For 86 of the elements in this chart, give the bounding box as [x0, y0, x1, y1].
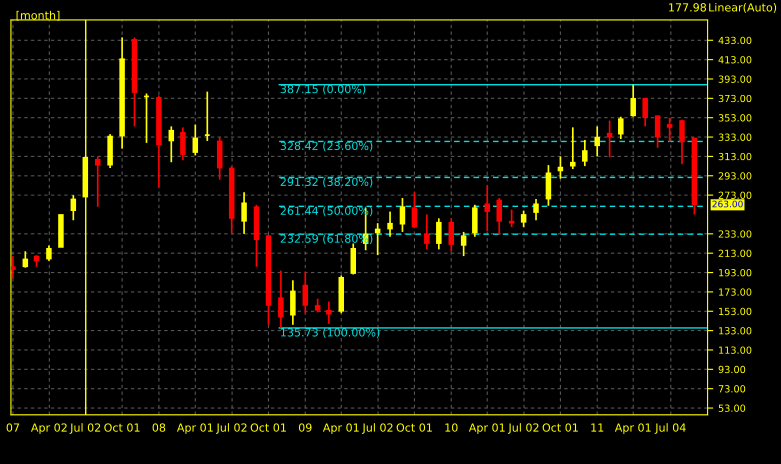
- y-tick-label: 53.00: [718, 404, 746, 412]
- candlestick: [436, 218, 442, 250]
- candlestick: [400, 197, 406, 233]
- y-tick-label: 433.00: [718, 36, 752, 44]
- x-tick-label: Jul 02: [362, 423, 392, 434]
- candlestick: [618, 116, 624, 140]
- text: 177.98: [669, 3, 706, 12]
- candlestick: [630, 84, 636, 118]
- x-tick-label: Oct 01: [542, 423, 578, 432]
- x-tick-label: Apr 01: [176, 423, 213, 434]
- candlestick: [94, 156, 100, 208]
- y-tick-label: 233.00: [718, 230, 752, 238]
- candlestick: [387, 210, 393, 238]
- y-tick-label: 73.00: [718, 385, 746, 393]
- candlestick: [666, 116, 672, 143]
- x-tick-label: Jul 04: [654, 423, 686, 434]
- candlestick: [34, 254, 40, 268]
- y-tick-label: 333.00: [718, 134, 752, 141]
- candlestick: [496, 197, 502, 236]
- y-tick-label: 353.00: [718, 114, 752, 122]
- candlestick: [168, 126, 174, 164]
- text: Linear(Auto): [709, 2, 776, 13]
- x-tick-label: Jul 02: [216, 423, 247, 434]
- x-tick-label: 09: [298, 423, 312, 432]
- x-tick-label: Oct 01: [104, 423, 140, 432]
- annotation: 263.00: [712, 200, 743, 208]
- ref-line-label: 135.73 (100.00%): [281, 328, 380, 338]
- candlestick: [520, 210, 526, 228]
- y-tick-label: 133.00: [719, 327, 752, 334]
- y-tick-label: 373.00: [718, 94, 752, 102]
- y-tick-label: 93.00: [718, 366, 746, 374]
- x-tick-label: 11: [591, 423, 604, 432]
- candlestick: [679, 118, 685, 165]
- x-tick-label: Apr 01: [322, 423, 359, 434]
- candlestick: [460, 231, 466, 257]
- candlestick: [204, 90, 211, 142]
- y-tick-label: 293.00: [718, 172, 752, 180]
- candlestick: [412, 191, 418, 229]
- candlestick: [374, 222, 380, 256]
- annotation: [month]: [16, 10, 60, 21]
- y-tick-label: 273.00: [718, 192, 752, 199]
- x-tick-label: Oct 01: [250, 423, 286, 432]
- candlestick: [326, 300, 332, 325]
- x-tick-label: Apr 01: [614, 423, 651, 434]
- candlestick: [594, 126, 600, 158]
- candlestick: [278, 270, 284, 329]
- candlestick: [558, 156, 564, 180]
- candlestick: [314, 298, 320, 314]
- candlestick: [143, 92, 150, 144]
- x-tick-label: 10: [445, 423, 458, 432]
- candlestick: [654, 114, 660, 149]
- candlestick: [448, 218, 454, 252]
- y-tick-label: 213.00: [718, 250, 752, 258]
- candlestick: [302, 270, 308, 314]
- candlestick: [70, 194, 76, 222]
- x-tick-label: Jul 02: [70, 423, 100, 434]
- x-tick-label: Oct 01: [396, 423, 432, 432]
- x-tick-label: Apr 01: [468, 423, 505, 434]
- candlestick: [533, 198, 539, 222]
- candlestick: [642, 98, 648, 128]
- y-tick-label: 413.00: [718, 56, 752, 64]
- candlestick: [22, 250, 28, 269]
- candlestick: [606, 120, 612, 158]
- candlestick: [46, 244, 52, 262]
- x-tick-label: Apr 02: [30, 423, 67, 434]
- y-tick-label: 193.00: [719, 269, 752, 276]
- y-tick-label: 113.00: [719, 346, 752, 354]
- candlestick: [484, 184, 490, 232]
- y-tick-label: 313.00: [718, 152, 752, 160]
- y-tick-label: 173.00: [719, 288, 752, 296]
- candlestick: [241, 191, 247, 235]
- y-tick-label: 393.00: [718, 75, 752, 83]
- candlestick: [10, 255, 16, 280]
- x-tick-label: 07: [6, 423, 20, 432]
- x-tick-label: Jul 02: [508, 423, 538, 434]
- candlestick: [424, 214, 430, 250]
- candlestick: [570, 126, 576, 170]
- candlestick: [508, 208, 514, 228]
- y-tick-label: 153.00: [719, 308, 752, 316]
- candlestick: [192, 124, 198, 156]
- x-tick-label: 08: [152, 423, 166, 432]
- ref-line-label: 291.32 (38.20%): [280, 177, 372, 188]
- ref-line-label: 387.15 (0.00%): [280, 84, 366, 95]
- ref-line-label: 328.42 (23.60%): [280, 142, 372, 152]
- candlestick: [180, 126, 186, 162]
- candlestick: [582, 139, 588, 167]
